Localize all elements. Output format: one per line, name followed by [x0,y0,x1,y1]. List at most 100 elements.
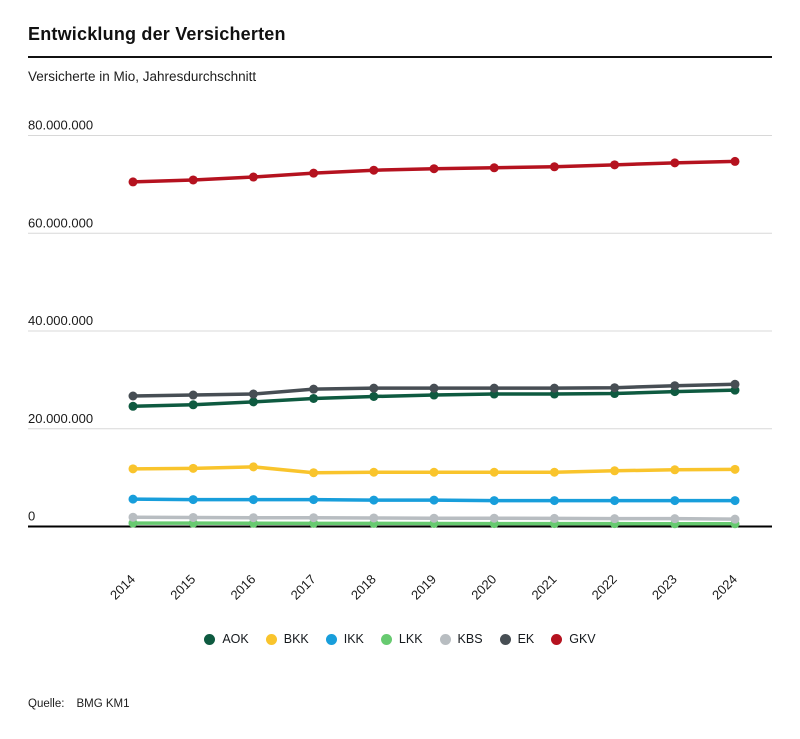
data-point-aok [188,400,198,410]
data-point-aok [369,391,379,401]
data-point-kbs [369,513,379,523]
data-point-kbs [309,513,319,523]
x-tick-label: 2014 [107,572,138,603]
data-point-bkk [369,467,379,477]
x-tick-label: 2022 [589,572,620,603]
data-point-gkv [670,158,680,168]
data-point-ikk [248,495,258,505]
data-point-ek [670,381,680,391]
legend-dot-icon [325,633,337,645]
data-point-kbs [549,513,559,523]
data-point-ek [128,391,138,401]
chart-legend: AOK BKK IKK LKK KBS EK GKV [0,632,800,646]
data-point-ikk [309,495,319,505]
legend-item-bkk: BKK [265,632,309,646]
data-point-ek [489,383,499,393]
data-point-ikk [128,494,138,504]
data-point-bkk [188,463,198,473]
data-point-bkk [128,464,138,474]
data-point-bkk [730,464,740,474]
data-point-bkk [549,467,559,477]
data-point-ek [610,383,620,393]
data-point-ikk [369,495,379,505]
data-point-kbs [730,514,740,524]
line-chart: 0 20.000.000 40.000.000 60.000.000 80.000.00… [28,118,772,603]
data-point-aok [248,397,258,407]
legend-label: KBS [457,632,483,646]
data-point-aok [429,390,439,400]
x-tick-label: 2024 [709,572,740,603]
data-point-kbs [188,512,198,522]
x-tick-label: 2021 [528,572,559,603]
data-point-gkv [128,177,138,187]
legend-label: IKK [343,632,364,646]
legend-label: LKK [398,632,423,646]
x-tick-label: 2023 [649,572,680,603]
legend-dot-icon [439,633,451,645]
legend-item-gkv: GKV [551,632,596,646]
data-point-kbs [670,514,680,524]
data-point-ek [429,383,439,393]
data-point-ikk [730,496,740,506]
data-point-ikk [188,495,198,505]
data-point-gkv [610,160,620,170]
legend-label: AOK [222,632,249,646]
data-point-gkv [549,162,559,172]
legend-dot-icon [499,633,511,645]
x-tick-label: 2015 [167,572,198,603]
legend-dot-icon [265,633,277,645]
y-tick-label: 60.000.000 [28,215,93,230]
legend-label: GKV [569,632,596,646]
legend-dot-icon [380,633,392,645]
data-point-ek [188,390,198,400]
data-point-ikk [670,496,680,506]
data-point-bkk [429,467,439,477]
legend-dot-icon [204,633,216,645]
legend-label: BKK [283,632,309,646]
x-tick-label: 2018 [348,572,379,603]
data-point-bkk [309,468,319,478]
data-point-kbs [610,514,620,524]
data-point-gkv [248,172,258,182]
data-point-ikk [549,496,559,506]
y-tick-label: 80.000.000 [28,118,93,133]
y-tick-label: 20.000.000 [28,411,93,426]
x-tick-label: 2020 [468,572,499,603]
data-point-kbs [248,513,258,523]
x-tick-label: 2019 [408,572,439,603]
source-label: Quelle: [28,698,65,710]
chart-subtitle: Versicherte in Mio, Jahresdurchschnitt [28,69,257,84]
data-point-bkk [489,467,499,477]
data-point-ikk [429,495,439,505]
data-point-ikk [610,496,620,506]
legend-item-lkk: LKK [380,632,423,646]
x-tick-label: 2017 [288,572,319,603]
title-divider [28,56,772,58]
data-point-ikk [489,496,499,506]
page-title: Entwicklung der Versicherten [28,24,286,44]
data-point-gkv [730,156,740,166]
data-point-gkv [309,168,319,178]
x-tick-label: 2016 [227,572,258,603]
data-point-gkv [429,164,439,174]
data-point-bkk [610,466,620,476]
legend-dot-icon [551,633,563,645]
data-point-ek [309,384,319,394]
legend-item-kbs: KBS [439,632,483,646]
y-tick-label: 40.000.000 [28,313,93,328]
data-point-gkv [188,175,198,185]
data-point-ek [730,379,740,389]
source-value: BMG KM1 [76,698,130,710]
legend-item-aok: AOK [204,632,249,646]
legend-item-ikk: IKK [325,632,364,646]
data-point-kbs [489,513,499,523]
y-tick-label: 0 [28,509,35,524]
data-point-ek [549,383,559,393]
data-point-gkv [489,163,499,173]
data-point-aok [128,401,138,411]
data-point-kbs [429,513,439,523]
data-point-kbs [128,512,138,522]
data-point-ek [248,389,258,399]
data-point-bkk [670,465,680,475]
